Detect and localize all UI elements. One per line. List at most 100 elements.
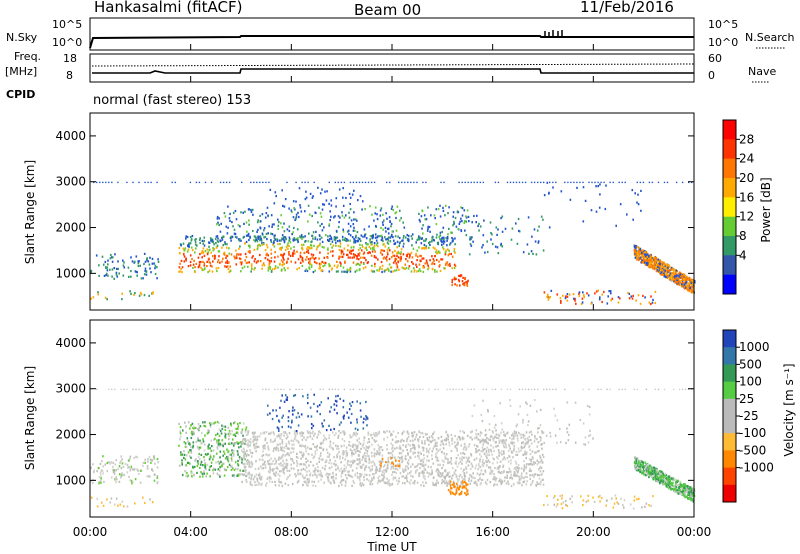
velocity-cell [286, 469, 289, 472]
power-cell [400, 248, 403, 251]
velocity-cell [458, 436, 461, 439]
velocity-cell [361, 482, 364, 485]
power-cell [333, 238, 336, 241]
power-cell [261, 267, 263, 270]
velocity-cell [210, 449, 213, 452]
power-cell [386, 181, 388, 184]
velocity-cell [260, 465, 262, 468]
power-cell [646, 261, 648, 264]
power-cell [671, 274, 673, 277]
velocity-cell [479, 441, 482, 444]
power-cell [259, 236, 262, 239]
power-cell [353, 255, 355, 258]
velocity-cell [475, 451, 477, 454]
power-cell [447, 254, 450, 257]
velocity-cell [368, 474, 371, 477]
power-cell [560, 301, 562, 304]
velocity-cell [335, 432, 337, 435]
velocity-cell [121, 473, 124, 476]
power-cell [374, 265, 376, 268]
velocity-cell [487, 459, 490, 462]
velocity-cell [366, 452, 368, 455]
power-cell [657, 258, 660, 261]
power-cell [634, 255, 637, 258]
power-cell [518, 181, 521, 184]
velocity-cell [203, 472, 205, 475]
velocity-cell [146, 475, 148, 478]
power-cell [568, 293, 571, 296]
velocity-cell [222, 445, 224, 448]
velocity-cell [209, 425, 212, 428]
velocity-cell [406, 439, 408, 442]
power-cell [342, 266, 345, 269]
velocity-cell [193, 427, 195, 430]
power-cell [648, 262, 651, 265]
velocity-cell [469, 436, 471, 439]
power-cell [660, 269, 662, 272]
power-cell [373, 219, 375, 222]
power-cell [288, 229, 291, 233]
power-cell [349, 181, 352, 184]
velocity-cell [513, 444, 516, 447]
power-cell [661, 273, 663, 276]
velocity-cell [379, 461, 382, 464]
velocity-cell [223, 450, 225, 453]
power-cell [387, 237, 389, 240]
velocity-cell [253, 445, 255, 448]
power-cell [339, 216, 341, 219]
velocity-cell [513, 467, 516, 470]
velocity-cell [186, 437, 189, 440]
power-cell [208, 249, 211, 252]
velocity-cell [403, 439, 405, 442]
velocity-cell [423, 471, 425, 474]
velocity-cell [367, 466, 370, 469]
power-cell [126, 181, 128, 184]
power-cell [144, 269, 146, 273]
velocity-cell [233, 422, 235, 425]
velocity-cell [433, 431, 436, 434]
velocity-cell [212, 472, 215, 475]
velocity-cell [512, 437, 515, 440]
power-cell [370, 254, 373, 257]
power-cell [309, 257, 312, 260]
power-cell [244, 252, 247, 256]
velocity-cell [197, 439, 199, 442]
velocity-cell [340, 467, 343, 470]
power-cell [500, 217, 502, 220]
velocity-cell [405, 469, 407, 472]
velocity-cell [465, 461, 468, 464]
power-cell [90, 297, 92, 300]
velocity-cell [123, 473, 126, 477]
velocity-cell [386, 477, 388, 480]
power-cell [369, 239, 371, 243]
velocity-cell [233, 444, 235, 447]
power-cell [322, 203, 324, 206]
power-cell [624, 181, 626, 184]
power-cell [386, 217, 388, 220]
velocity-cell [157, 461, 160, 464]
velocity-cell [467, 445, 470, 448]
velocity-cell [338, 423, 341, 426]
velocity-cell [368, 461, 370, 464]
power-cell [340, 255, 342, 258]
velocity-cell [299, 444, 301, 447]
velocity-cell [395, 471, 397, 474]
velocity-cell [393, 470, 396, 473]
power-cell [383, 249, 385, 252]
power-cell [497, 228, 499, 231]
power-cell [382, 213, 384, 216]
velocity-cell [333, 480, 335, 483]
power-cell [668, 270, 670, 273]
velocity-cell [505, 446, 508, 449]
power-cell [343, 238, 346, 242]
velocity-cell [421, 464, 424, 467]
power-cell [380, 249, 382, 252]
power-cell [497, 181, 500, 184]
power-cell [314, 237, 316, 240]
velocity-cell [200, 453, 203, 456]
velocity-cell [245, 439, 248, 442]
power-cell [150, 181, 152, 184]
velocity-cell [299, 432, 301, 435]
power-cell [306, 255, 308, 259]
power-cell [288, 225, 291, 228]
